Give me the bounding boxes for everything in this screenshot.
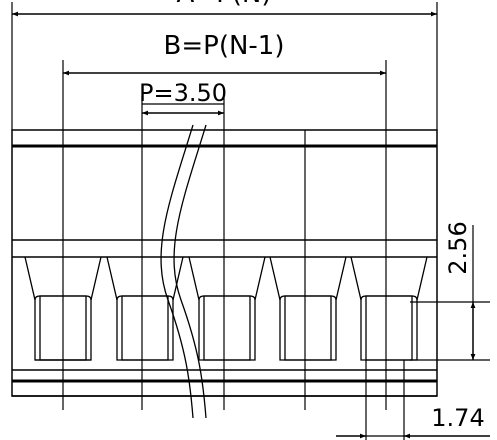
break-line-left [160,124,194,419]
break-lines [160,124,207,419]
pin-opening-1 [24,256,102,361]
width-dimension: 1.74 [336,360,490,440]
pin-opening-3 [188,256,266,361]
pin-centre-lines [62,60,387,410]
overall-dim-label: A=P(N) [177,0,272,9]
overall-dimension: A=P(N) [11,0,438,130]
pin-opening-2 [106,256,184,361]
pin-openings [24,256,428,361]
pitch-dim-label: P=3.50 [139,79,227,107]
span-dimension: B=P(N-1) [63,31,386,76]
height-dimension: 2.56 [410,221,490,361]
height-dim-label: 2.56 [444,221,472,274]
pitch-dimension: P=3.50 [139,79,227,116]
break-line-right [173,124,207,419]
pin-opening-4 [269,256,347,361]
width-dim-label: 1.74 [431,404,484,432]
span-dim-label: B=P(N-1) [164,31,285,61]
pin-opening-5 [350,256,428,361]
